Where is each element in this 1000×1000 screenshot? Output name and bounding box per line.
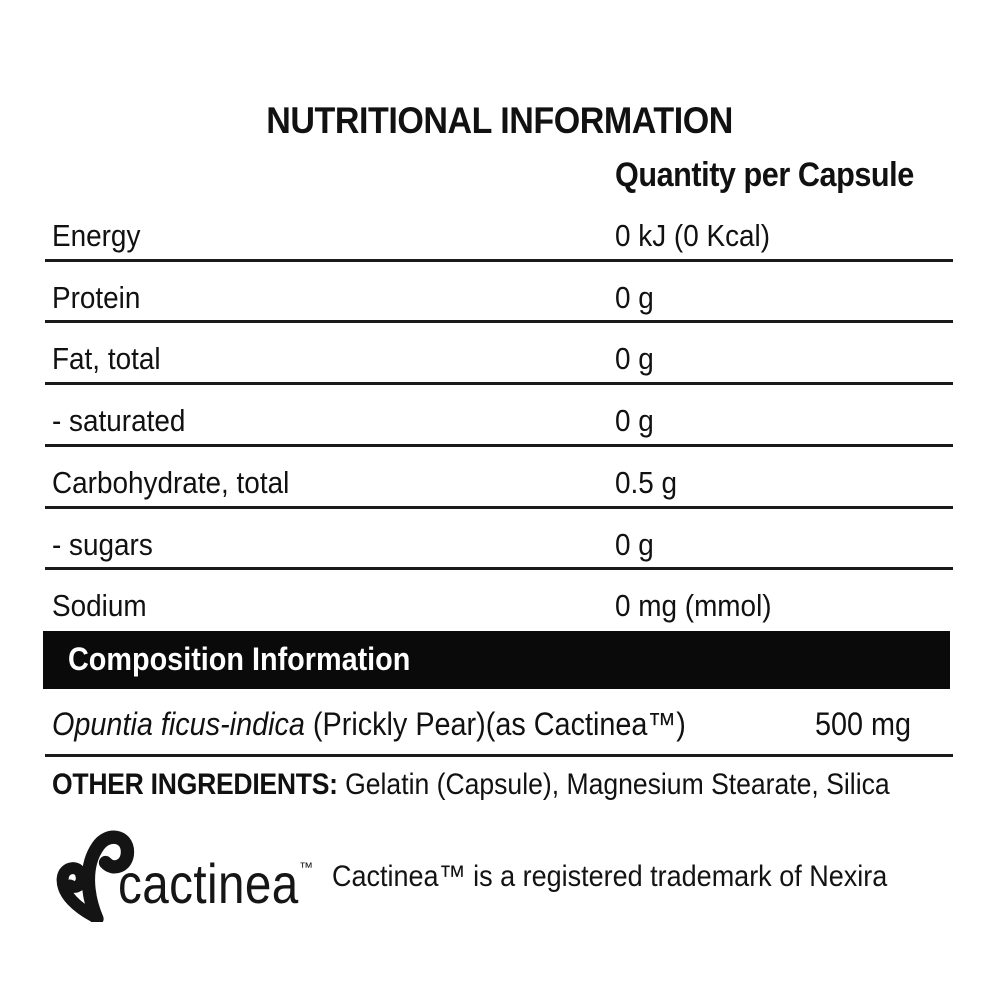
other-ingredients: OTHER INGREDIENTS: Gelatin (Capsule), Ma…	[52, 768, 983, 802]
row-value: 0 g	[615, 403, 654, 438]
table-row-carbohydrate: Carbohydrate, total 0.5 g	[0, 465, 1000, 505]
row-value: 0 g	[615, 280, 654, 315]
table-row-saturated: - saturated 0 g	[0, 403, 1000, 443]
divider-rule	[45, 506, 953, 509]
other-ingredients-value: Gelatin (Capsule), Magnesium Stearate, S…	[337, 768, 890, 801]
divider-rule	[45, 259, 953, 262]
row-label: - sugars	[52, 527, 153, 562]
row-value: 0 g	[615, 341, 654, 376]
row-value: 0 g	[615, 527, 654, 562]
divider-rule	[45, 444, 953, 447]
quantity-column-header: Quantity per Capsule	[615, 156, 914, 194]
table-row-protein: Protein 0 g	[0, 280, 1000, 320]
row-label: Sodium	[52, 588, 147, 623]
footer: cactinea ™ Cactinea™ is a registered tra…	[0, 820, 1000, 930]
table-row-energy: Energy 0 kJ (0 Kcal)	[0, 218, 1000, 258]
composition-header-label: Composition Information	[68, 641, 411, 677]
row-label: Protein	[52, 280, 141, 315]
divider-rule	[45, 567, 953, 570]
trademark-note: Cactinea™ is a registered trademark of N…	[332, 860, 888, 893]
composition-header-bar: Composition Information	[43, 631, 950, 689]
row-value: 0 kJ (0 Kcal)	[615, 218, 771, 253]
divider-rule	[45, 754, 953, 757]
row-value: 0 mg (mmol)	[615, 588, 772, 623]
cactinea-heart-icon	[34, 826, 158, 927]
row-label: Fat, total	[52, 341, 161, 376]
row-label: - saturated	[52, 403, 186, 438]
row-label: Carbohydrate, total	[52, 465, 290, 500]
logo-trademark-symbol: ™	[299, 859, 313, 875]
table-row-fat-total: Fat, total 0 g	[0, 341, 1000, 381]
page-title: NUTRITIONAL INFORMATION	[266, 100, 734, 141]
table-row-sodium: Sodium 0 mg (mmol)	[0, 588, 1000, 628]
row-value: 0.5 g	[615, 465, 678, 500]
cactinea-logo-text: cactinea	[118, 852, 299, 915]
ingredient-amount: 500 mg	[815, 706, 912, 742]
divider-rule	[45, 382, 953, 385]
divider-rule	[45, 320, 953, 323]
ingredient-name: Opuntia ficus-indica (Prickly Pear)(as C…	[52, 706, 686, 742]
other-ingredients-label: OTHER INGREDIENTS:	[52, 768, 338, 801]
row-label: Energy	[52, 218, 141, 253]
table-row-sugars: - sugars 0 g	[0, 527, 1000, 567]
